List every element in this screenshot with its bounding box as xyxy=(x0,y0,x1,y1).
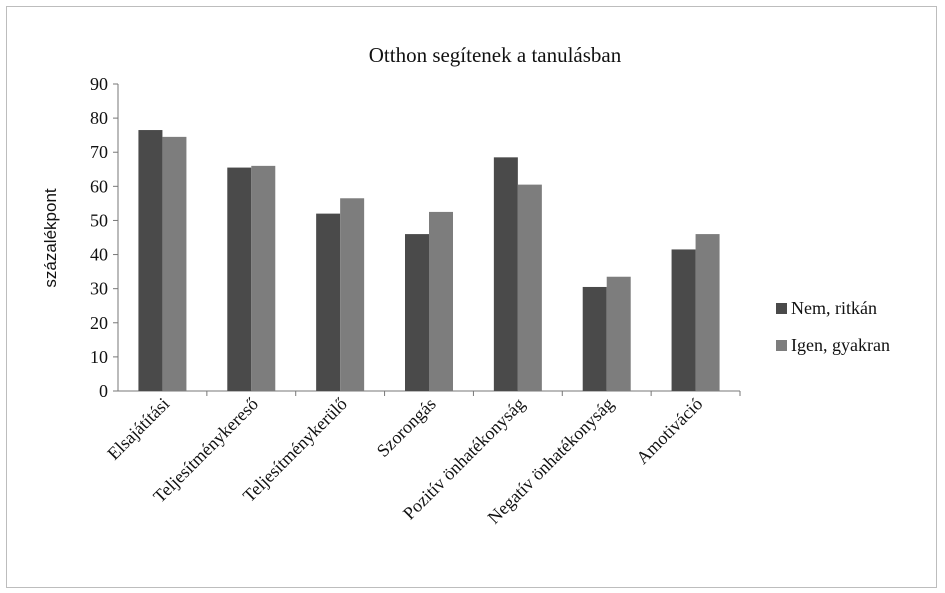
bar-igen-gyakran xyxy=(340,198,365,391)
x-tick-label: Elsajátítási xyxy=(103,394,173,464)
y-tick-label: 30 xyxy=(90,279,108,299)
y-tick-label: 20 xyxy=(90,313,108,333)
bars xyxy=(138,130,741,396)
y-axis-ticks: 0 10 20 30 40 50 60 70 80 90 xyxy=(90,74,118,401)
x-tick-label: Amotiváció xyxy=(632,394,706,468)
bar-igen-gyakran xyxy=(251,165,276,391)
chart-title: Otthon segítenek a tanulásban xyxy=(369,43,622,67)
y-tick-label: 70 xyxy=(90,142,108,162)
y-axis-label: százalékpont xyxy=(41,188,60,288)
y-tick-label: 40 xyxy=(90,245,108,265)
x-axis-labels: ElsajátításiTeljesítménykeresőTeljesítmé… xyxy=(103,394,706,528)
bar-nem-ritkan xyxy=(671,249,696,391)
y-tick-label: 90 xyxy=(90,74,108,94)
x-tick-label: Szorongás xyxy=(373,394,440,461)
y-tick-label: 0 xyxy=(99,381,108,401)
y-tick-label: 50 xyxy=(90,210,108,230)
bar-nem-ritkan xyxy=(138,130,163,392)
y-tick-label: 60 xyxy=(90,176,108,196)
y-tick-label: 80 xyxy=(90,108,108,128)
y-tick-label: 10 xyxy=(90,347,108,367)
bar-igen-gyakran xyxy=(517,184,542,391)
bar-igen-gyakran xyxy=(606,276,631,391)
legend-label: Igen, gyakran xyxy=(791,335,890,355)
bar-igen-gyakran xyxy=(695,234,720,391)
bar-nem-ritkan xyxy=(316,213,341,391)
legend-swatch xyxy=(776,340,787,351)
legend-swatch xyxy=(776,303,787,314)
legend: Nem, ritkán Igen, gyakran xyxy=(776,298,890,355)
bar-nem-ritkan xyxy=(405,234,429,391)
legend-label: Nem, ritkán xyxy=(791,298,877,318)
bar-igen-gyakran xyxy=(429,211,453,391)
bar-nem-ritkan xyxy=(227,167,252,391)
bar-nem-ritkan xyxy=(582,286,607,391)
bar-igen-gyakran xyxy=(162,136,187,391)
bar-nem-ritkan xyxy=(493,157,518,391)
